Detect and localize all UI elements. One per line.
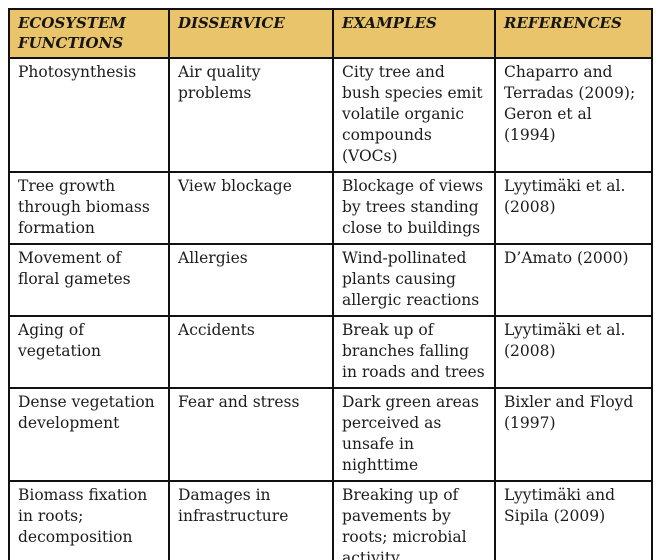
column-header-ecosystem-functions: ECOSYSTEM FUNCTIONS [8,8,170,59]
cell-disservice: Fear and stress [168,387,334,482]
cell-examples: Wind-pollinated plants causing allergic … [332,243,496,317]
table-row: Photosynthesis Air quality problems City… [8,57,653,173]
table-row: Biomass fixation in roots; decomposition… [8,480,653,560]
cell-examples: Blockage of views by trees standing clos… [332,171,496,245]
column-header-disservice: DISSERVICE [168,8,334,59]
cell-references: Lyytimäki et al. (2008) [494,315,653,389]
column-header-references: REFERENCES [494,8,653,59]
cell-disservice: Air quality problems [168,57,334,173]
cell-function: Photosynthesis [8,57,170,173]
header-row: ECOSYSTEM FUNCTIONS DISSERVICE EXAMPLES … [8,8,653,59]
cell-examples: Breaking up of pavements by roots; micro… [332,480,496,560]
cell-references: Lyytimäki and Sipila (2009) [494,480,653,560]
table-row: Movement of floral gametes Allergies Win… [8,243,653,317]
cell-disservice: Allergies [168,243,334,317]
cell-disservice: Damages in infrastructure [168,480,334,560]
cell-disservice: View blockage [168,171,334,245]
cell-function: Movement of floral gametes [8,243,170,317]
cell-function: Dense vegetation development [8,387,170,482]
cell-references: Bixler and Floyd (1997) [494,387,653,482]
cell-examples: City tree and bush species emit volatile… [332,57,496,173]
cell-examples: Dark green areas perceived as unsafe in … [332,387,496,482]
cell-disservice: Accidents [168,315,334,389]
table-row: Aging of vegetation Accidents Break up o… [8,315,653,389]
table-row: Tree growth through biomass formation Vi… [8,171,653,245]
table-row: Dense vegetation development Fear and st… [8,387,653,482]
cell-function: Tree growth through biomass formation [8,171,170,245]
cell-function: Aging of vegetation [8,315,170,389]
cell-function: Biomass fixation in roots; decomposition [8,480,170,560]
ecosystem-disservices-table: ECOSYSTEM FUNCTIONS DISSERVICE EXAMPLES … [8,8,653,560]
cell-references: Chaparro and Terradas (2009); Geron et a… [494,57,653,173]
cell-references: Lyytimäki et al. (2008) [494,171,653,245]
cell-references: D’Amato (2000) [494,243,653,317]
cell-examples: Break up of branches falling in roads an… [332,315,496,389]
column-header-examples: EXAMPLES [332,8,496,59]
